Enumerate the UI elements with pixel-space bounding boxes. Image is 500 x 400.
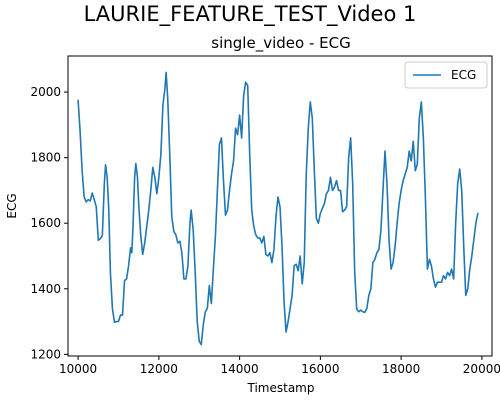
- x-tick-label: 18000: [382, 362, 420, 376]
- x-axis-label: Timestamp: [247, 381, 315, 395]
- x-tick-label: 12000: [140, 362, 178, 376]
- series-line-ecg: [78, 72, 478, 344]
- x-tick-label: 14000: [221, 362, 259, 376]
- y-tick-label: 1800: [30, 151, 61, 165]
- axes-title: single_video - ECG: [211, 34, 350, 53]
- x-axis-ticks: 10000 12000 14000 16000 18000 20000: [59, 356, 500, 376]
- y-tick-label: 1400: [30, 282, 61, 296]
- legend: ECG: [405, 62, 487, 88]
- x-tick-label: 16000: [301, 362, 339, 376]
- y-tick-label: 1600: [30, 216, 61, 230]
- y-axis-ticks: 1200 1400 1600 1800 2000: [30, 85, 68, 361]
- y-tick-label: 2000: [30, 85, 61, 99]
- legend-label-ecg: ECG: [451, 68, 476, 82]
- y-tick-label: 1200: [30, 347, 61, 361]
- x-tick-label: 20000: [463, 362, 500, 376]
- y-axis-label: ECG: [5, 193, 19, 218]
- x-tick-label: 10000: [59, 362, 97, 376]
